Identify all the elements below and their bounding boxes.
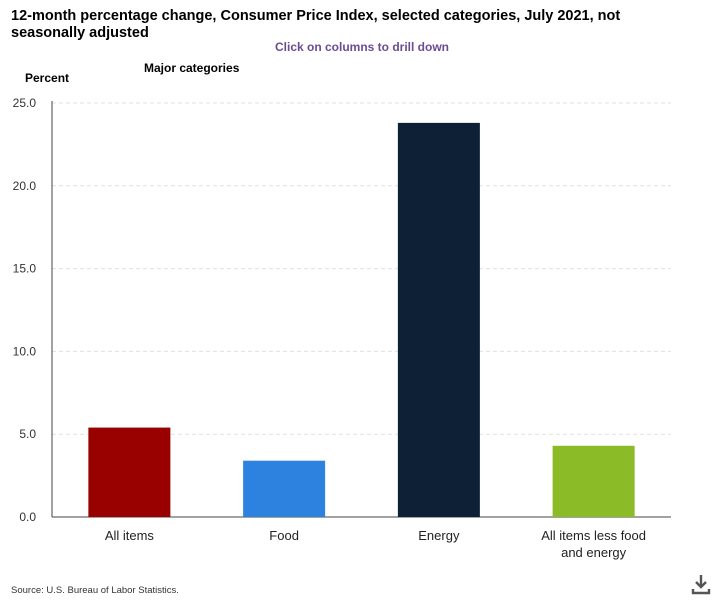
y-tick-label: 10.0 <box>13 344 37 358</box>
section-label: Major categories <box>144 61 240 75</box>
bar-all-items-less-food-and-energy[interactable] <box>552 445 635 517</box>
bar-all-items[interactable] <box>88 427 171 517</box>
y-tick-label: 0.0 <box>19 510 36 524</box>
y-tick-label: 5.0 <box>19 427 36 441</box>
y-tick-label: 20.0 <box>13 179 37 193</box>
source-note: Source: U.S. Bureau of Labor Statistics. <box>11 585 179 596</box>
chart-title: 12-month percentage change, Consumer Pri… <box>11 8 621 41</box>
x-tick-label: All items <box>105 528 155 543</box>
bar-energy[interactable] <box>397 122 480 517</box>
y-tick-label: 15.0 <box>13 262 37 276</box>
download-button[interactable] <box>689 572 713 596</box>
bar-food[interactable] <box>243 460 326 517</box>
y-tick-label: 25.0 <box>13 96 37 110</box>
x-tick-label: Food <box>269 528 299 543</box>
x-tick-label: All items less food and energy <box>541 528 646 560</box>
x-tick-label: Energy <box>418 528 460 543</box>
drilldown-hint[interactable]: Click on columns to drill down <box>274 40 449 54</box>
y-axis-title: Percent <box>25 71 70 85</box>
download-icon <box>691 575 711 595</box>
